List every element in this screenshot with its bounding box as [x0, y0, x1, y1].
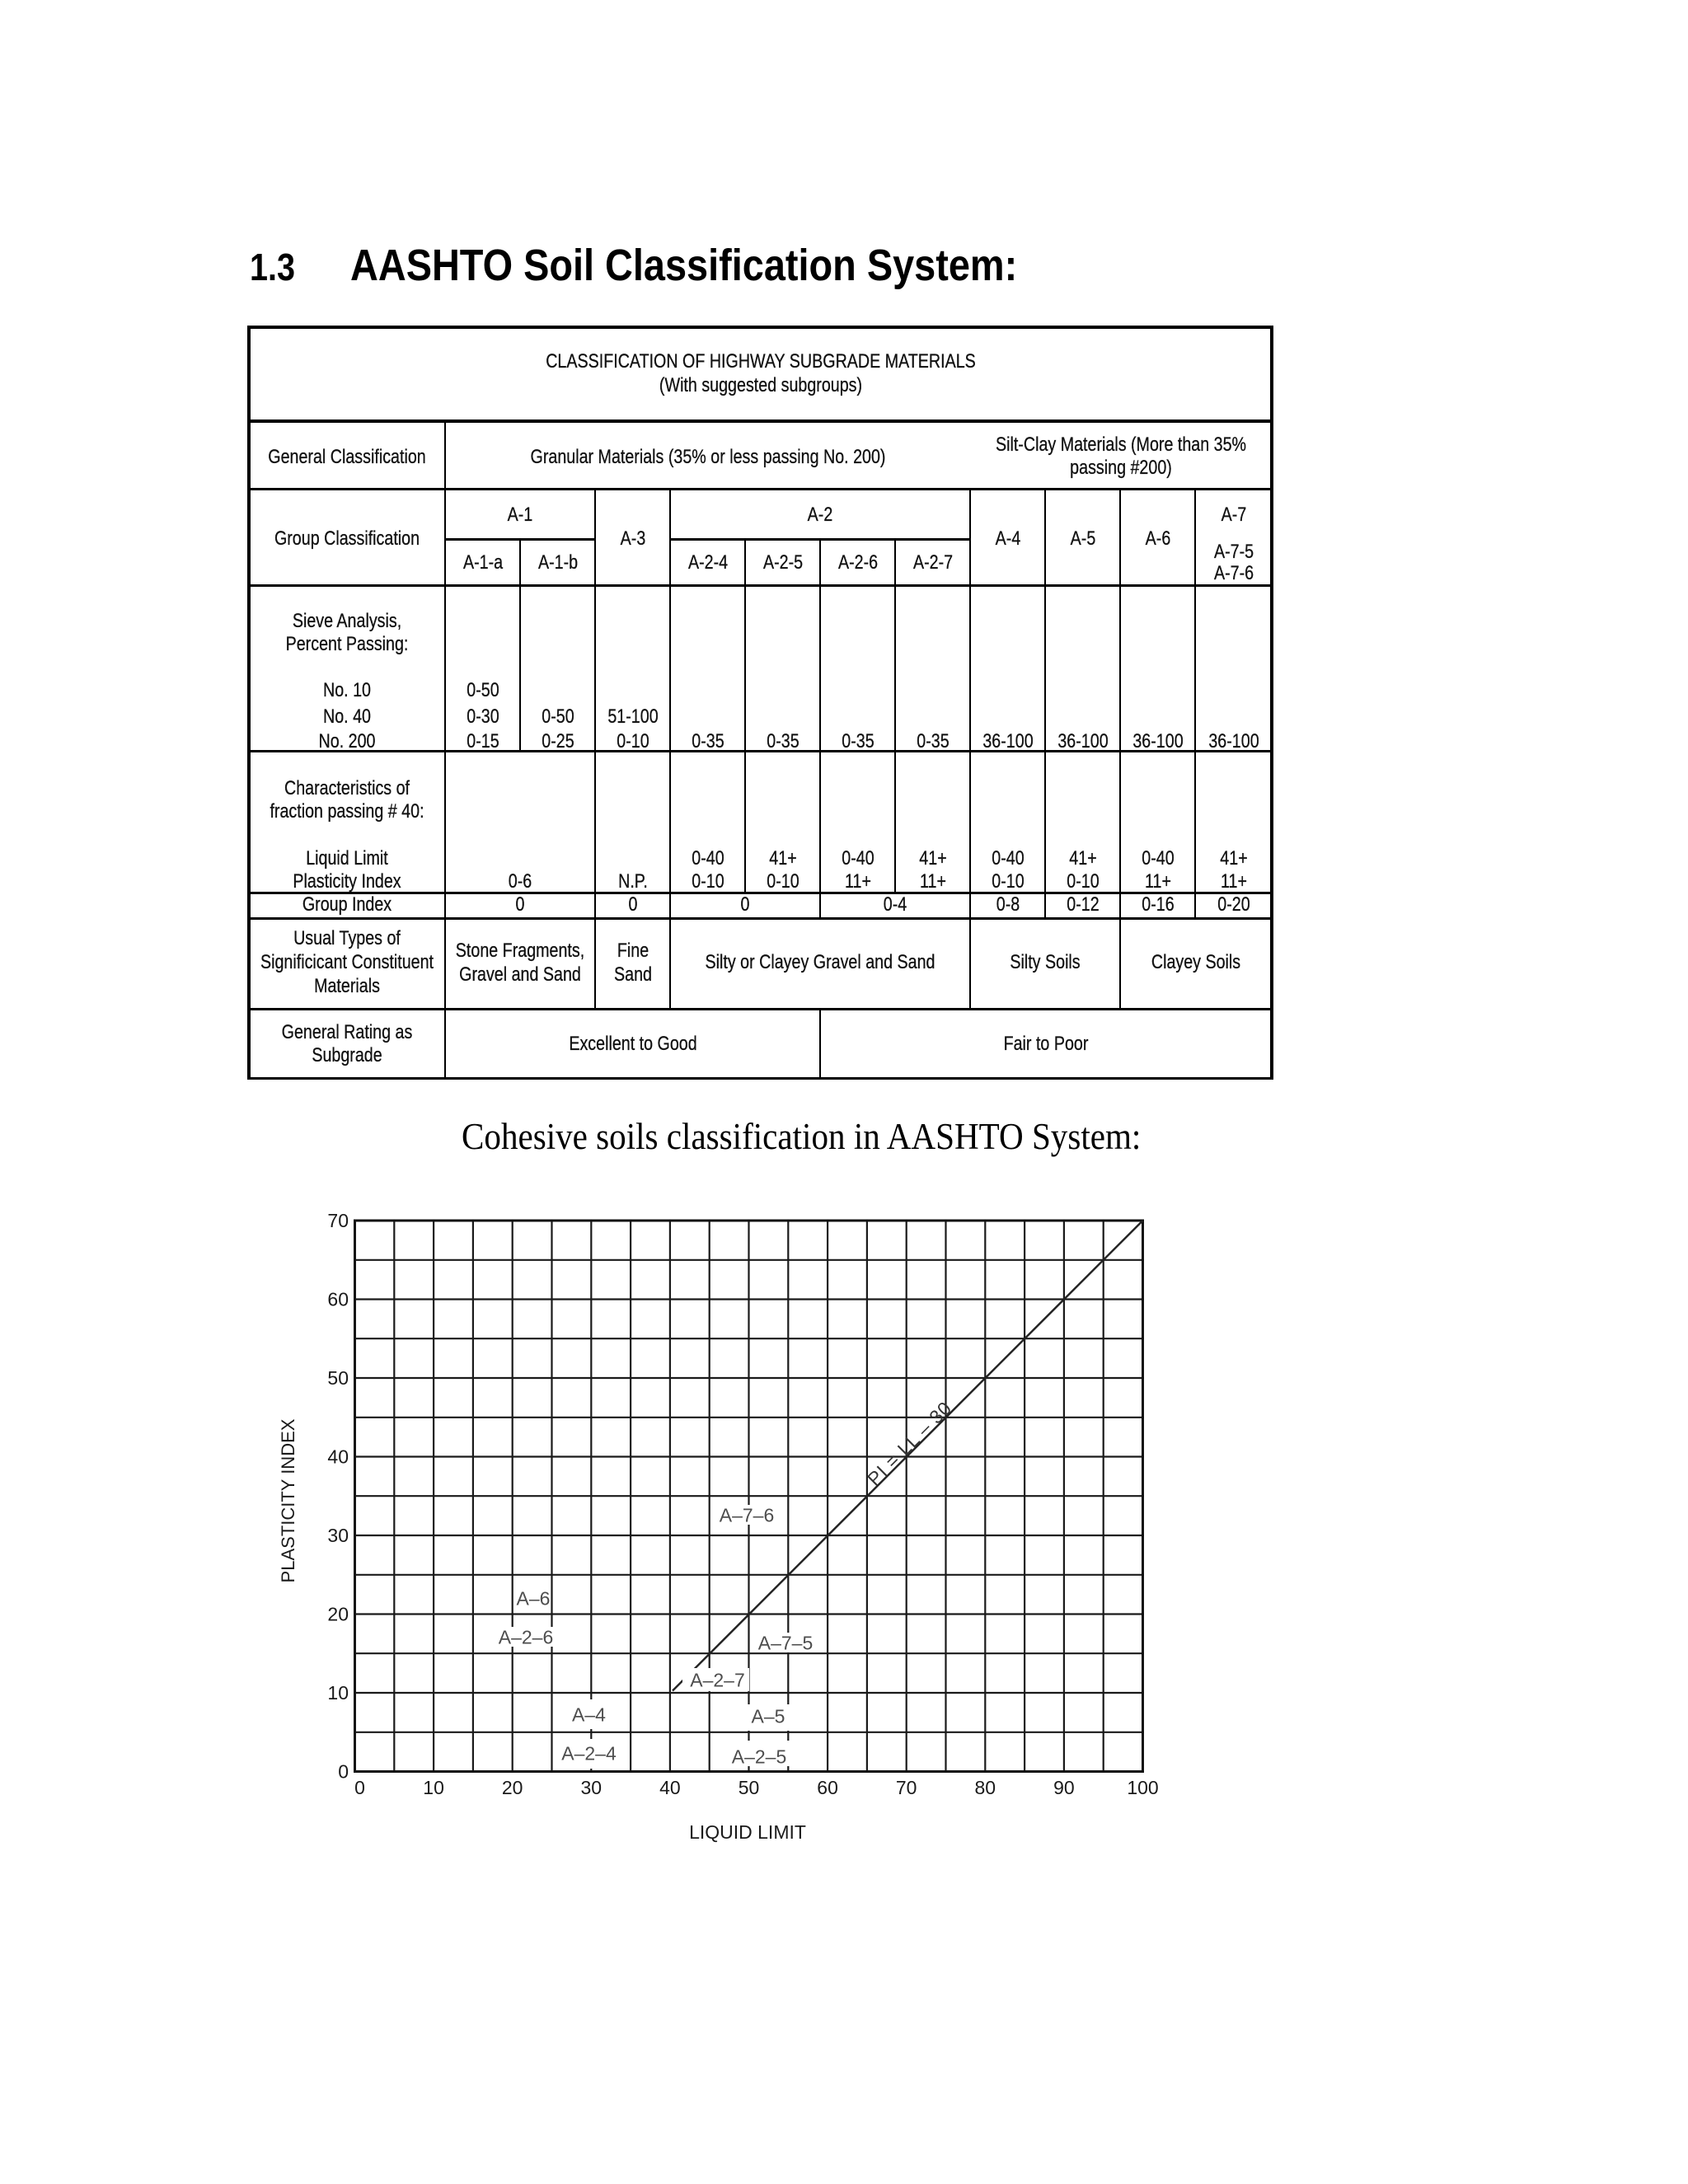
svg-text:A–7–5: A–7–5 [758, 1633, 814, 1654]
svg-text:0: 0 [354, 1777, 365, 1798]
svg-text:60: 60 [817, 1777, 838, 1798]
svg-text:30: 30 [327, 1525, 349, 1546]
svg-text:A–7–6: A–7–6 [720, 1505, 775, 1526]
svg-text:20: 20 [502, 1777, 523, 1798]
svg-text:A–2–6: A–2–6 [499, 1627, 554, 1648]
svg-text:10: 10 [423, 1777, 444, 1798]
svg-text:60: 60 [327, 1289, 349, 1310]
svg-text:0: 0 [338, 1761, 349, 1783]
svg-text:20: 20 [327, 1604, 349, 1625]
svg-text:A–2–4: A–2–4 [561, 1743, 617, 1765]
svg-text:LIQUID LIMIT: LIQUID LIMIT [689, 1821, 806, 1843]
svg-text:A–2–7: A–2–7 [690, 1670, 745, 1691]
svg-text:40: 40 [659, 1777, 681, 1798]
svg-text:PLASTICITY INDEX: PLASTICITY INDEX [278, 1418, 298, 1582]
svg-text:90: 90 [1053, 1777, 1075, 1798]
svg-text:30: 30 [581, 1777, 603, 1798]
svg-text:PI = LL – 30: PI = LL – 30 [863, 1397, 956, 1490]
svg-text:70: 70 [327, 1210, 349, 1231]
svg-text:A–4: A–4 [572, 1704, 606, 1726]
svg-text:50: 50 [738, 1777, 760, 1798]
svg-text:10: 10 [327, 1682, 349, 1704]
svg-text:40: 40 [327, 1446, 349, 1468]
svg-text:70: 70 [896, 1777, 917, 1798]
svg-text:A–2–5: A–2–5 [732, 1746, 787, 1768]
svg-text:100: 100 [1127, 1777, 1158, 1798]
svg-text:50: 50 [327, 1367, 349, 1389]
svg-text:A–5: A–5 [752, 1706, 785, 1727]
svg-text:A–6: A–6 [517, 1588, 551, 1610]
svg-text:80: 80 [975, 1777, 996, 1798]
